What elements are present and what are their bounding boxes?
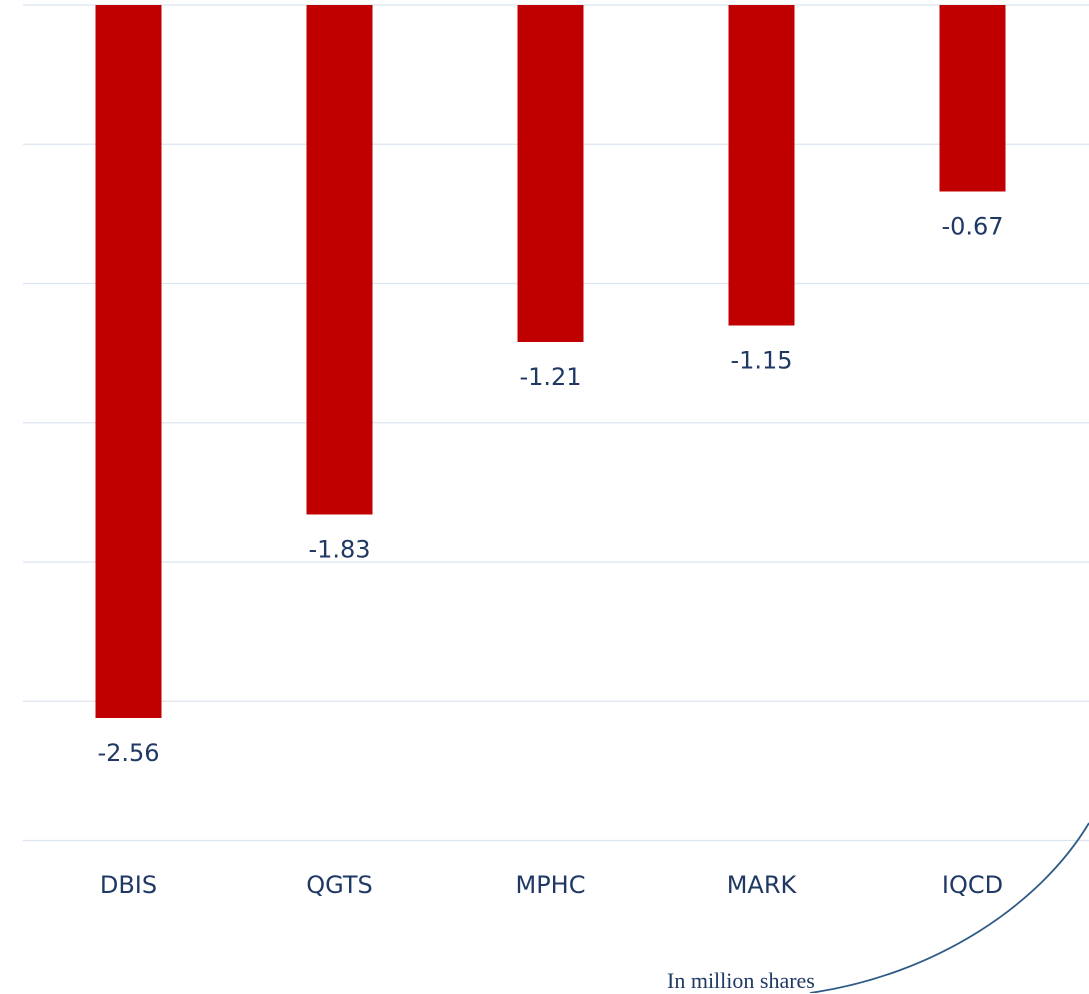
- data-label-mphc: -1.21: [519, 363, 581, 391]
- category-label-mphc: MPHC: [516, 871, 586, 899]
- category-label-iqcd: IQCD: [942, 871, 1003, 899]
- category-label-qgts: QGTS: [306, 871, 373, 899]
- bar-iqcd: [939, 5, 1006, 192]
- data-label-dbis: -2.56: [97, 739, 159, 767]
- data-label-qgts: -1.83: [308, 536, 370, 564]
- bar-mphc: [517, 5, 584, 342]
- data-label-iqcd: -0.67: [941, 213, 1003, 241]
- category-labels: DBIS QGTS MPHC MARK IQCD: [100, 871, 1003, 899]
- category-label-mark: MARK: [727, 871, 798, 899]
- bars: [95, 5, 1006, 718]
- data-label-mark: -1.15: [730, 346, 792, 374]
- bar-qgts: [306, 5, 373, 515]
- bar-mark: [728, 5, 795, 326]
- decorative-arc: [809, 822, 1089, 993]
- data-labels: -2.56 -1.83 -1.21 -1.15 -0.67: [97, 213, 1003, 767]
- bar-dbis: [95, 5, 162, 718]
- unit-note: In million shares: [667, 968, 815, 993]
- category-label-dbis: DBIS: [100, 871, 157, 899]
